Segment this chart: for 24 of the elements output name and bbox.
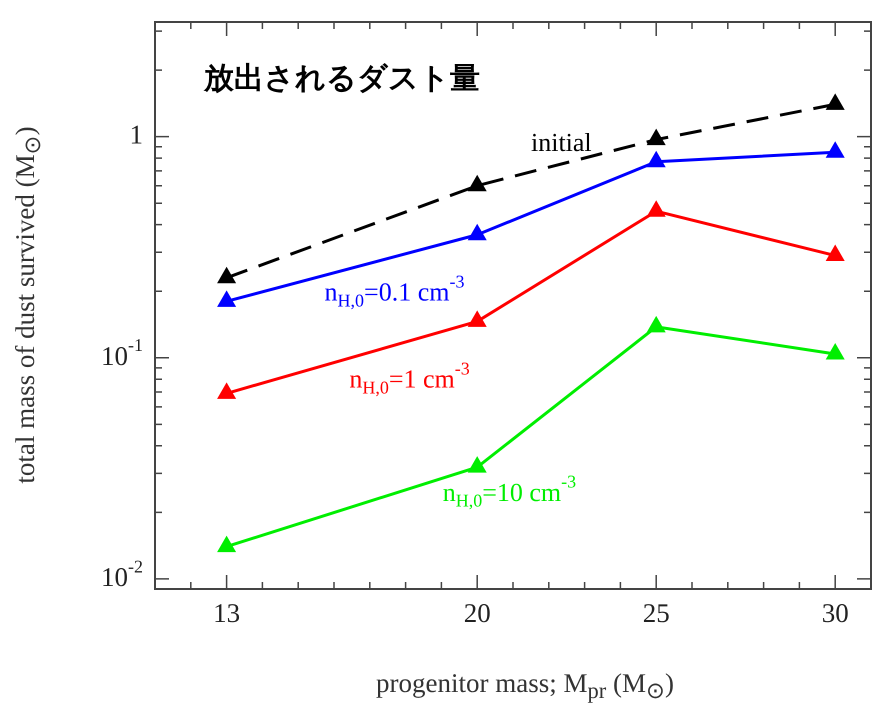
x-tick-label: 25 <box>642 598 670 628</box>
x-tick-label: 13 <box>213 598 240 628</box>
point <box>826 244 845 262</box>
y-tick-label: 1 <box>130 120 143 150</box>
point <box>646 200 666 217</box>
point <box>826 141 845 158</box>
point <box>646 128 666 146</box>
point <box>468 174 487 192</box>
point <box>826 93 845 110</box>
point <box>217 290 236 307</box>
point <box>217 382 236 399</box>
x-axis-title: progenitor mass; M$_{pr}$ (M$_{⊙}$) <box>376 668 674 704</box>
point <box>646 150 666 168</box>
point <box>217 536 236 552</box>
x-tick-label: 30 <box>822 598 849 628</box>
point <box>826 343 845 360</box>
x-tick-label: 20 <box>464 598 491 628</box>
series-label: initial <box>531 128 592 157</box>
text: 放出されるダスト量 <box>204 60 480 98</box>
point <box>468 224 487 240</box>
point <box>646 316 666 332</box>
point <box>468 456 487 473</box>
point <box>217 266 236 284</box>
point <box>468 310 487 327</box>
